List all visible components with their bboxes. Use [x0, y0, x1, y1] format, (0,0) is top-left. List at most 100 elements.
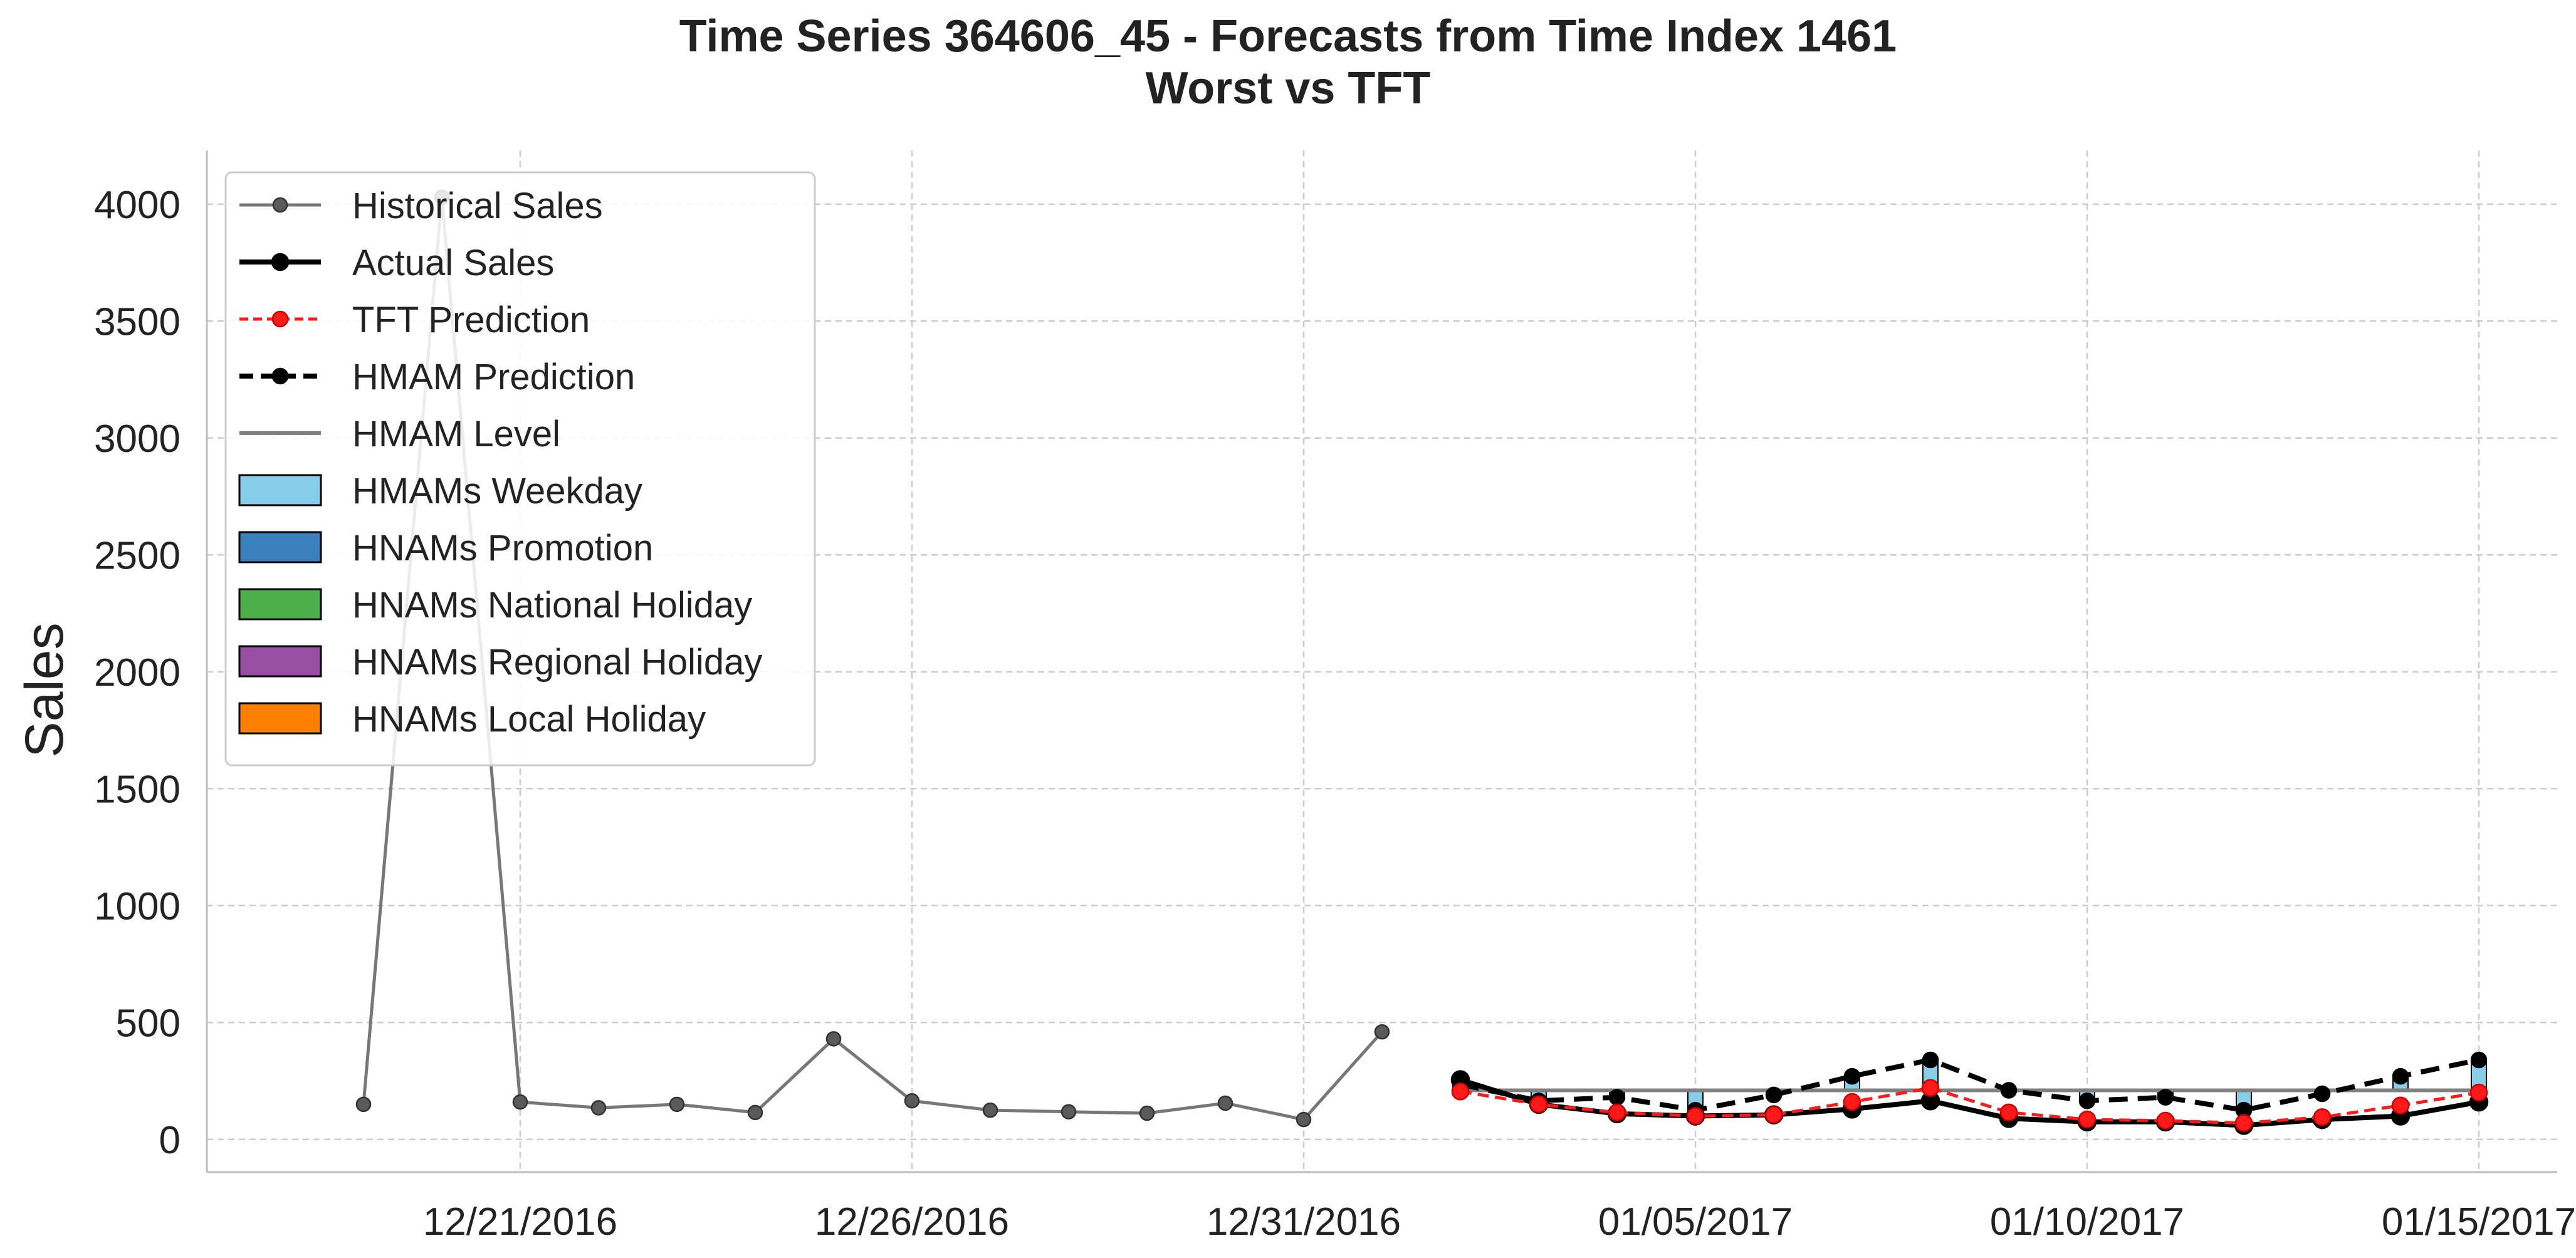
legend-swatch-hnams-promotion	[238, 531, 322, 563]
data-point-tft-prediction	[1999, 1103, 2018, 1122]
legend-swatch-hmams-weekday	[238, 474, 322, 506]
series-line-tft-prediction	[1460, 1086, 2479, 1125]
data-point-tft-prediction	[1686, 1107, 1705, 1125]
chart-title: Time Series 364606_45 - Forecasts from T…	[679, 11, 1897, 61]
legend-label-hnams-national-holiday: HNAMs National Holiday	[352, 585, 752, 626]
y-tick-label: 500	[116, 1002, 181, 1045]
data-point-hmam-prediction	[2313, 1085, 2331, 1103]
legend-item-historical-sales: Historical Sales	[239, 186, 603, 226]
legend-item-hnams-promotion: HNAMs Promotion	[238, 528, 653, 569]
legend-marker-tft-prediction	[271, 310, 289, 328]
legend-item-hnams-national-holiday: HNAMs National Holiday	[238, 585, 752, 626]
legend-marker-actual-sales	[271, 253, 290, 271]
axes	[206, 150, 2557, 1173]
data-point-hmam-prediction	[1922, 1051, 1939, 1069]
data-point-tft-prediction	[1529, 1095, 1548, 1114]
data-point-historical-sales	[904, 1093, 920, 1109]
data-point-tft-prediction	[2234, 1114, 2253, 1132]
y-tick-label: 2000	[94, 651, 181, 695]
data-point-historical-sales	[355, 1096, 372, 1113]
x-tick-label: 12/21/2016	[423, 1200, 617, 1244]
data-point-hmam-prediction	[2470, 1051, 2488, 1069]
legend-swatch-hnams-local-holiday	[238, 702, 322, 735]
legend-label-hmams-weekday: HMAMs Weekday	[352, 471, 642, 511]
legend-item-hmams-weekday: HMAMs Weekday	[238, 471, 642, 511]
legend-label-historical-sales: Historical Sales	[352, 186, 603, 226]
data-point-hmam-prediction	[2157, 1089, 2174, 1106]
legend-label-hmam-level: HMAM Level	[352, 414, 560, 454]
grid	[207, 150, 2557, 1172]
legend-box	[224, 171, 816, 767]
data-point-historical-sales	[512, 1094, 528, 1110]
data-point-hmam-prediction	[1765, 1086, 1783, 1104]
legend-label-hnams-regional-holiday: HNAMs Regional Holiday	[352, 642, 762, 683]
legend-item-hnams-regional-holiday: HNAMs Regional Holiday	[238, 642, 762, 683]
data-point-tft-prediction	[2469, 1083, 2488, 1102]
y-tick-label: 2500	[94, 534, 181, 577]
y-tick-label: 3500	[94, 300, 181, 343]
legend-swatch-hnams-regional-holiday	[238, 645, 322, 678]
data-point-tft-prediction	[2156, 1111, 2175, 1130]
data-point-historical-sales	[669, 1096, 685, 1113]
legend-item-hmam-level: HMAM Level	[239, 414, 560, 454]
data-point-tft-prediction	[1608, 1103, 1626, 1122]
legend-label-tft-prediction: TFT Prediction	[352, 300, 590, 340]
y-tick-label: 0	[159, 1119, 181, 1162]
series-line-historical-sales	[362, 196, 1383, 1121]
series-historical-sales	[355, 189, 1390, 1128]
legend-marker-historical-sales	[272, 197, 288, 213]
data-point-tft-prediction	[2078, 1110, 2097, 1129]
series-actual-sales	[1450, 1070, 2489, 1135]
data-point-historical-sales	[982, 1102, 998, 1118]
data-point-tft-prediction	[2391, 1096, 2410, 1114]
data-point-hmam-prediction	[2000, 1082, 2018, 1099]
legend-item-tft-prediction: TFT Prediction	[239, 300, 590, 340]
x-tick-label: 12/26/2016	[815, 1200, 1009, 1244]
data-point-hmam-prediction	[2392, 1067, 2409, 1085]
data-point-hmam-prediction	[2078, 1092, 2096, 1109]
data-point-tft-prediction	[2313, 1108, 2332, 1126]
legend-item-actual-sales: Actual Sales	[239, 243, 554, 283]
legend-item-hmam-prediction: HMAM Prediction	[239, 357, 635, 397]
legend-swatch-hnams-national-holiday	[238, 588, 322, 621]
chart-subtitle: Worst vs TFT	[1146, 63, 1431, 113]
y-tick-label: 4000	[94, 184, 181, 227]
series-line-hmam-prediction	[1460, 1057, 2479, 1113]
series-line-actual-sales	[1459, 1077, 2479, 1128]
series-tft-prediction	[1451, 1079, 2488, 1132]
y-tick-label: 3000	[94, 417, 181, 461]
x-tick-label: 01/15/2017	[2382, 1200, 2576, 1244]
data-point-historical-sales	[590, 1100, 607, 1116]
x-tick-label: 01/10/2017	[1990, 1200, 2184, 1244]
data-point-historical-sales	[747, 1104, 763, 1121]
data-point-historical-sales	[1296, 1111, 1312, 1128]
x-tick-label: 12/31/2016	[1207, 1200, 1401, 1244]
x-tick-label: 01/05/2017	[1598, 1200, 1793, 1244]
data-point-tft-prediction	[1843, 1093, 1861, 1111]
legend-item-hnams-local-holiday: HNAMs Local Holiday	[238, 699, 706, 740]
y-tick-label: 1000	[94, 885, 181, 928]
data-point-tft-prediction	[1921, 1079, 1940, 1097]
series	[355, 189, 2489, 1135]
legend-label-hmam-prediction: HMAM Prediction	[352, 357, 635, 397]
data-point-historical-sales	[1139, 1105, 1155, 1121]
data-point-hmam-prediction	[1843, 1067, 1861, 1085]
data-point-historical-sales	[1374, 1024, 1390, 1040]
legend-label-actual-sales: Actual Sales	[352, 243, 554, 283]
legend-marker-hmam-prediction	[271, 367, 289, 385]
legend: Historical Sales Actual Sales TFT Predicti…	[224, 171, 816, 767]
data-point-hmam-prediction	[1608, 1089, 1626, 1106]
data-point-tft-prediction	[1451, 1082, 1470, 1101]
data-point-historical-sales	[1217, 1095, 1233, 1111]
legend-label-hnams-local-holiday: HNAMs Local Holiday	[352, 699, 706, 740]
data-point-historical-sales	[1060, 1104, 1077, 1120]
component-bars	[1452, 1059, 2487, 1111]
data-point-tft-prediction	[1764, 1106, 1783, 1124]
legend-label-hnams-promotion: HNAMs Promotion	[352, 528, 653, 569]
tick-labels: 0 500 1000 1500 2000 2500 3000 3500 4000 12/21/20…	[94, 184, 2576, 1244]
y-tick-label: 1500	[94, 768, 181, 811]
y-axis-label: Sales	[14, 622, 75, 757]
data-point-historical-sales	[825, 1031, 842, 1047]
